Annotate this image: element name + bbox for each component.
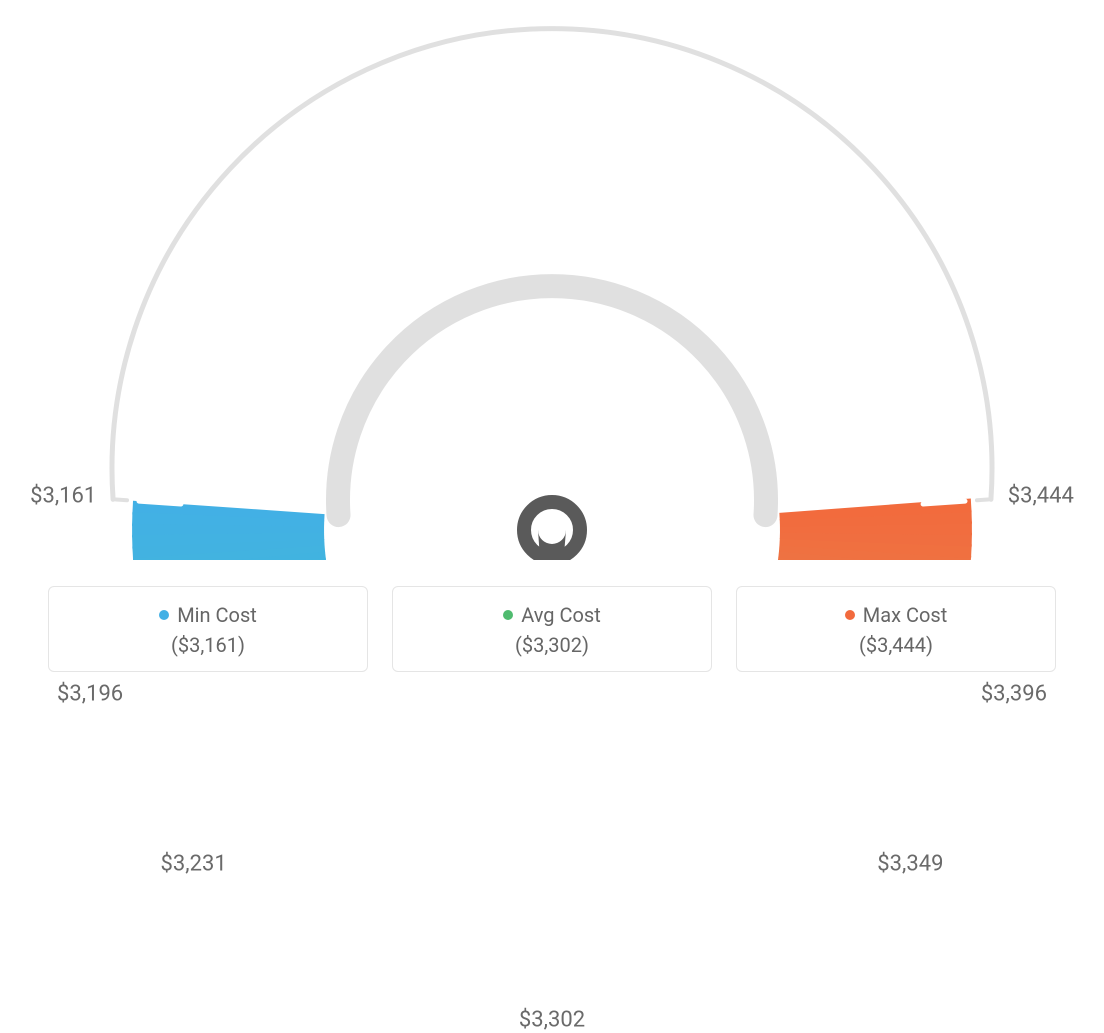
legend-card-max: Max Cost ($3,444) <box>736 586 1056 672</box>
legend-dot-min <box>159 610 169 620</box>
legend-title-min: Min Cost <box>49 603 367 627</box>
legend-title-avg: Avg Cost <box>393 603 711 627</box>
gauge-tick-label: $3,231 <box>161 852 227 877</box>
legend-label-min: Min Cost <box>177 603 257 627</box>
gauge-chart: $3,161$3,196$3,231$3,302$3,349$3,396$3,4… <box>0 0 1104 560</box>
legend-value-min: ($3,161) <box>49 633 367 657</box>
gauge-tick-label: $3,349 <box>877 852 943 877</box>
legend-dot-max <box>845 610 855 620</box>
legend-label-avg: Avg Cost <box>521 603 601 627</box>
legend-title-max: Max Cost <box>737 603 1055 627</box>
legend-row: Min Cost ($3,161) Avg Cost ($3,302) Max … <box>0 586 1104 672</box>
gauge-tick-label: $3,161 <box>30 483 96 508</box>
legend-value-max: ($3,444) <box>737 633 1055 657</box>
legend-label-max: Max Cost <box>863 603 948 627</box>
gauge-tick-label: $3,444 <box>1008 483 1074 508</box>
legend-card-avg: Avg Cost ($3,302) <box>392 586 712 672</box>
gauge-tick-label: $3,302 <box>519 1008 585 1033</box>
gauge-svg <box>0 0 1104 560</box>
legend-dot-avg <box>503 610 513 620</box>
gauge-tick-label: $3,396 <box>981 681 1047 706</box>
legend-card-min: Min Cost ($3,161) <box>48 586 368 672</box>
gauge-tick-label: $3,196 <box>57 681 123 706</box>
legend-value-avg: ($3,302) <box>393 633 711 657</box>
